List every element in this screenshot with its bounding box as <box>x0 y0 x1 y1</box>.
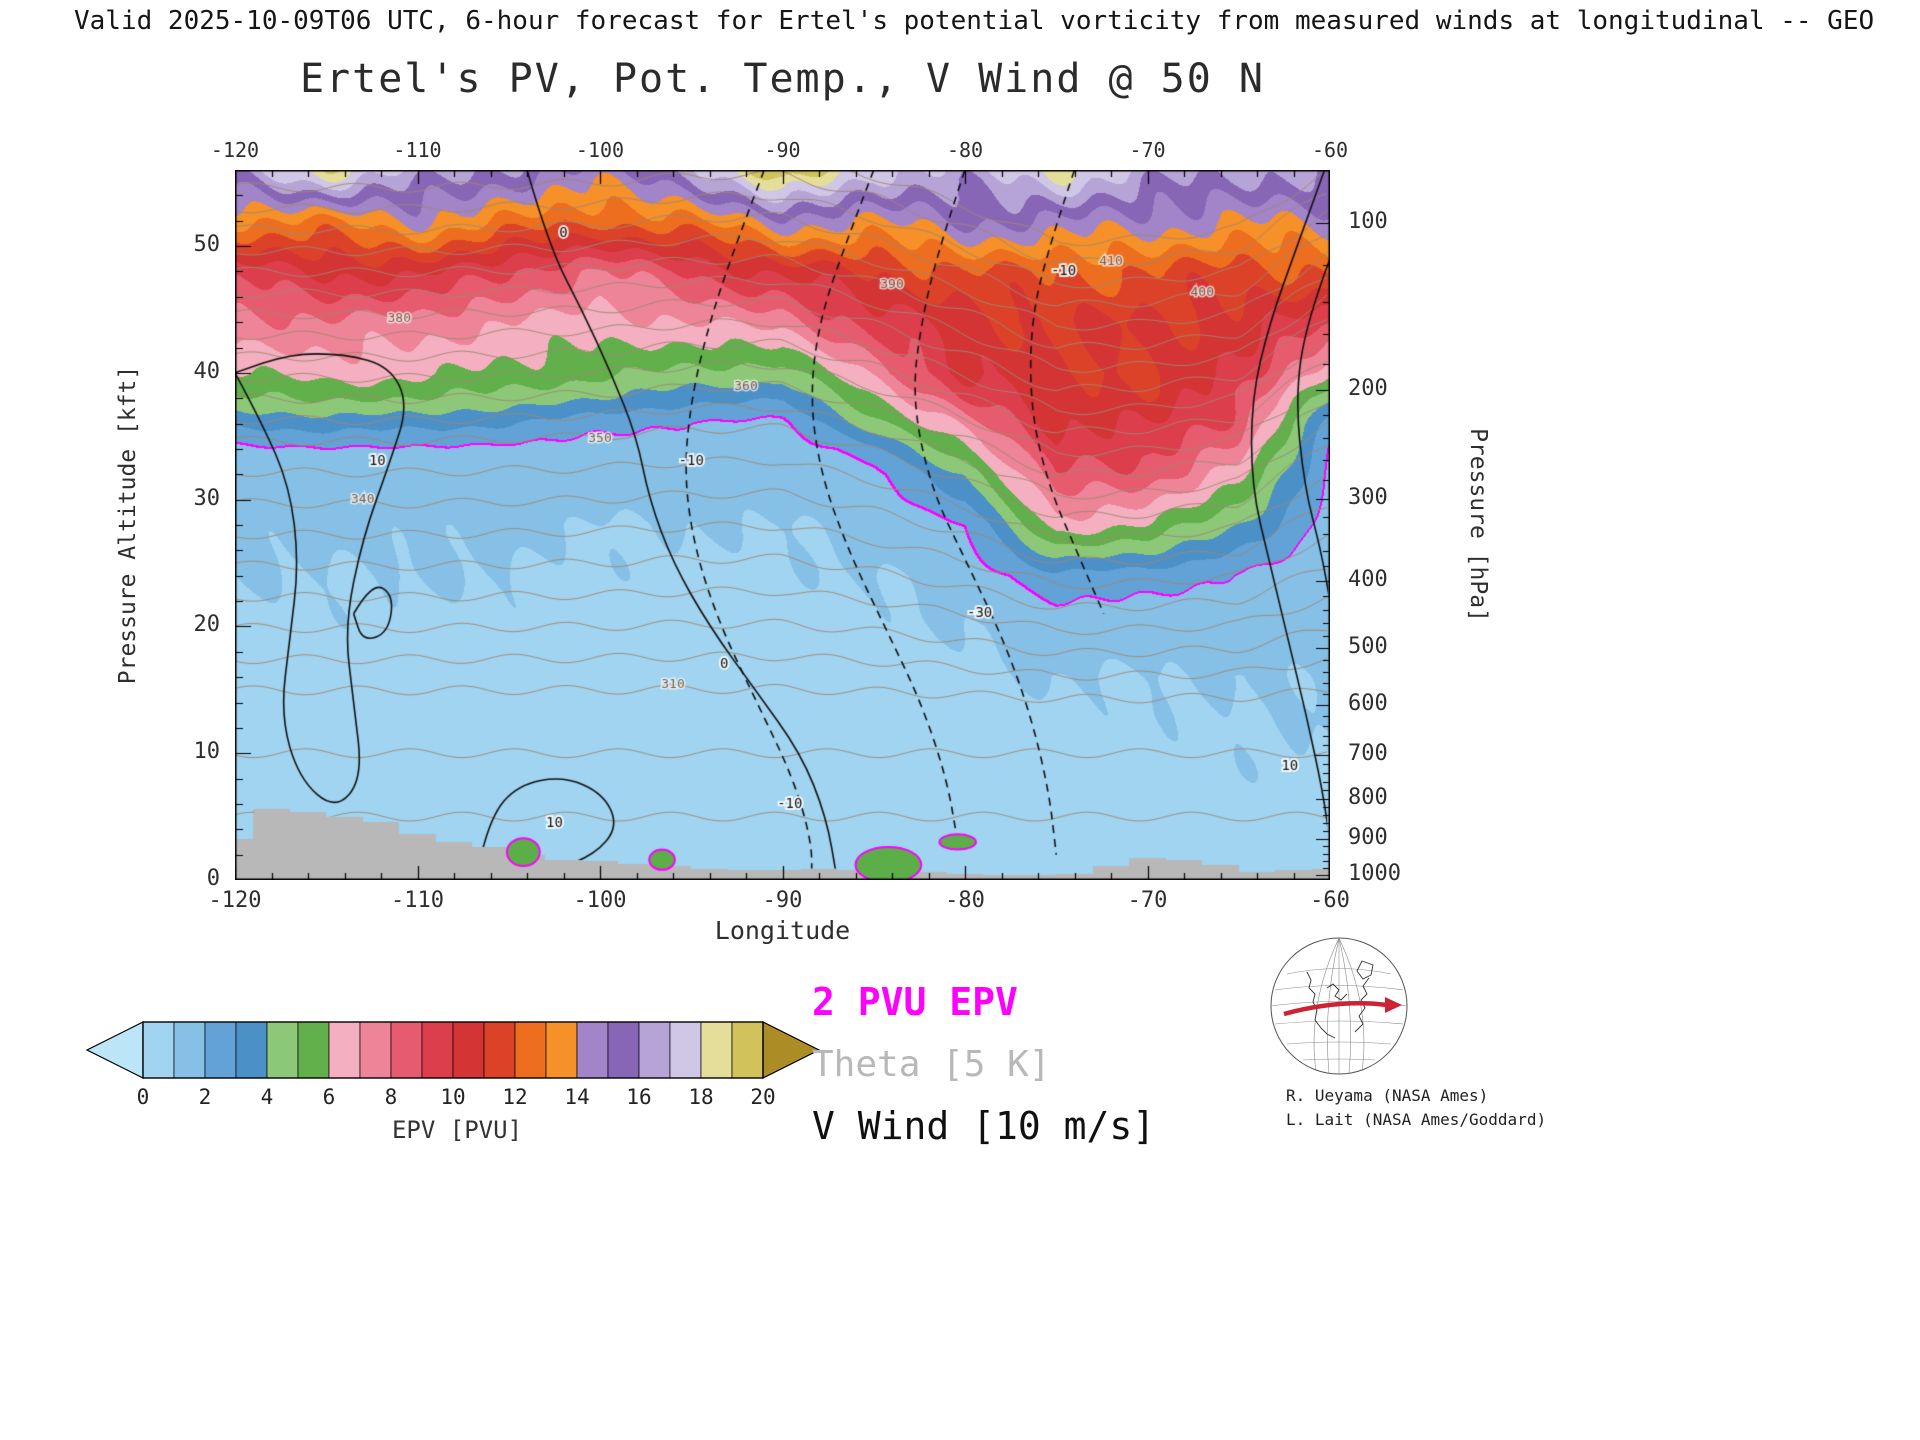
x-tick-label: -100 <box>573 888 627 913</box>
colorbar-segment <box>483 1021 516 1079</box>
colorbar-under-arrow <box>85 1021 144 1079</box>
x-tick-label: -120 <box>208 888 262 913</box>
colorbar-tick-label: 14 <box>564 1085 589 1109</box>
colorbar-segment <box>638 1021 671 1079</box>
colorbar-segment <box>731 1021 764 1079</box>
x-tick-label: -70 <box>1127 888 1168 913</box>
y-right-tick-label: 600 <box>1348 691 1388 717</box>
y-right-tick-label: 400 <box>1348 567 1388 593</box>
colorbar-tick-label: 12 <box>502 1085 527 1109</box>
colorbar-segment <box>235 1021 268 1079</box>
y-right-tick-label: 900 <box>1348 824 1388 850</box>
colorbar-segment <box>514 1021 547 1079</box>
epv-colorbar: 0 2 4 6 8 10 12 14 16 18 20 <box>85 1021 821 1109</box>
colorbar-segment <box>452 1021 485 1079</box>
colorbar-segment <box>576 1021 609 1079</box>
colorbar-frame <box>142 1021 764 1079</box>
colorbar-segment <box>607 1021 640 1079</box>
plot-title: Ertel's PV, Pot. Temp., V Wind @ 50 N <box>299 56 1266 102</box>
x-top-tick-label: -80 <box>946 138 984 162</box>
x-axis-title: Longitude <box>714 916 851 945</box>
credit-line-1: R. Ueyama (NASA Ames) <box>1286 1086 1489 1105</box>
y-left-tick-label: 40 <box>193 358 221 384</box>
y-right-tick-label: 1000 <box>1348 861 1401 887</box>
colorbar-segment <box>359 1021 392 1079</box>
credit-line-2: L. Lait (NASA Ames/Goddard) <box>1286 1110 1547 1129</box>
y-left-axis-title: Pressure Altitude [kft] <box>115 365 141 685</box>
colorbar-segment <box>545 1021 578 1079</box>
colorbar-tick-label: 0 <box>137 1085 150 1109</box>
y-right-tick-label: 700 <box>1348 740 1388 766</box>
colorbar-segment <box>390 1021 423 1079</box>
y-left-tick-label: 0 <box>206 866 220 891</box>
colorbar-segment <box>173 1021 206 1079</box>
colorbar-title: EPV [PVU] <box>391 1116 523 1144</box>
colorbar-tick-label: 6 <box>323 1085 336 1109</box>
colorbar-segment <box>204 1021 237 1079</box>
x-top-tick-label: -90 <box>764 138 801 162</box>
y-right-tick-label: 300 <box>1348 484 1388 510</box>
colorbar-tick-label: 4 <box>261 1085 274 1109</box>
y-left-tick-label: 20 <box>193 612 221 638</box>
valid-time-line: Valid 2025-10-09T06 UTC, 6-hour forecast… <box>74 6 1875 36</box>
track-arrowhead <box>1385 997 1402 1013</box>
cross-section-plot <box>235 170 1330 880</box>
legend-2pvu-epv: 2 PVU EPV <box>812 980 1018 1024</box>
legend-theta: Theta [5 K] <box>812 1044 1051 1085</box>
inset-map <box>1270 937 1408 1075</box>
x-tick-label: -110 <box>391 888 444 913</box>
colorbar-segment <box>669 1021 702 1079</box>
x-top-tick-label: -110 <box>393 138 442 162</box>
cross-section-track <box>1283 1001 1388 1017</box>
y-left-tick-label: 30 <box>193 485 221 511</box>
colorbar-tick-label: 16 <box>626 1085 651 1109</box>
colorbar-segment <box>266 1021 299 1079</box>
legend-v-wind: V Wind [10 m/s] <box>812 1104 1156 1148</box>
x-tick-label: -90 <box>762 888 803 913</box>
x-top-tick-label: -70 <box>1129 138 1166 162</box>
y-left-tick-label: 50 <box>193 232 221 258</box>
y-right-tick-label: 500 <box>1348 634 1388 660</box>
colorbar-tick-label: 2 <box>199 1085 212 1109</box>
y-right-tick-label: 800 <box>1348 784 1388 810</box>
colorbar-segment <box>297 1021 330 1079</box>
x-top-tick-label: -60 <box>1311 138 1349 162</box>
x-tick-label: -80 <box>945 888 985 913</box>
colorbar-segment <box>700 1021 733 1079</box>
x-top-tick-label: -120 <box>210 138 260 162</box>
colorbar-segment <box>142 1021 175 1079</box>
colorbar-over-arrow <box>762 1021 821 1079</box>
y-right-tick-label: 100 <box>1348 209 1388 235</box>
colorbar-segment <box>421 1021 454 1079</box>
y-right-tick-label: 200 <box>1348 376 1388 402</box>
colorbar-tick-label: 8 <box>385 1085 398 1109</box>
y-right-axis-title: Pressure [hPa] <box>1465 428 1491 622</box>
x-tick-label: -60 <box>1310 888 1350 913</box>
x-top-tick-label: -100 <box>575 138 625 162</box>
y-left-tick-label: 10 <box>193 739 221 765</box>
colorbar-tick-label: 18 <box>688 1085 713 1109</box>
colorbar-segment <box>328 1021 361 1079</box>
colorbar-tick-label: 20 <box>750 1085 775 1109</box>
colorbar-tick-label: 10 <box>440 1085 465 1109</box>
